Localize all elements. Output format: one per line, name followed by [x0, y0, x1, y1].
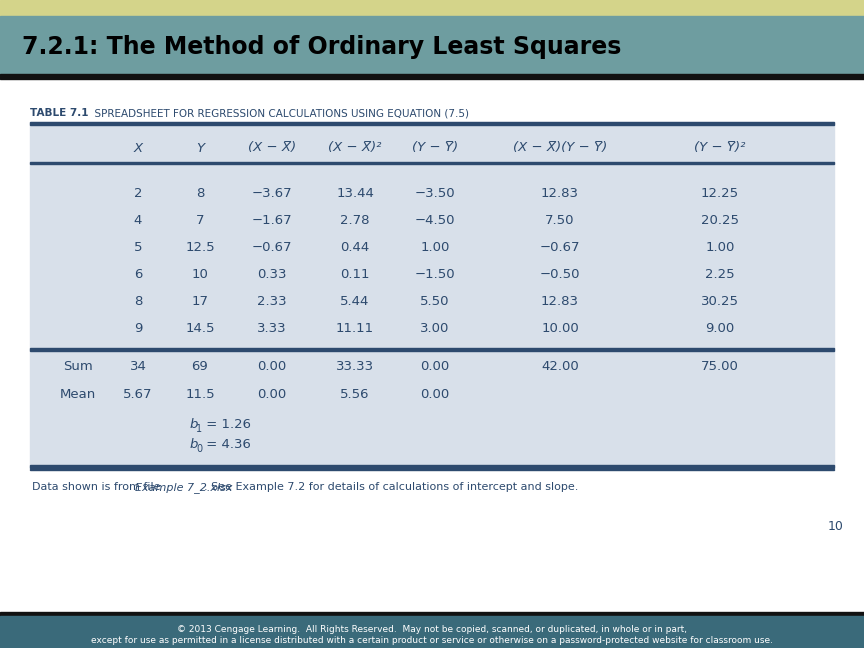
Text: 2.25: 2.25 — [705, 268, 734, 281]
Text: 1: 1 — [196, 424, 202, 434]
Text: 0.44: 0.44 — [340, 241, 370, 254]
Bar — [30, 122, 834, 468]
Bar — [30, 469, 834, 470]
Text: Sum: Sum — [63, 360, 92, 373]
Text: (Y − Y̅)²: (Y − Y̅)² — [695, 141, 746, 154]
Text: = 4.36: = 4.36 — [202, 439, 251, 452]
Text: except for use as permitted in a license distributed with a certain product or s: except for use as permitted in a license… — [91, 636, 773, 645]
Bar — [0, 0, 864, 16]
Text: 2.78: 2.78 — [340, 214, 370, 227]
Text: 3.00: 3.00 — [420, 322, 449, 335]
Text: . See Example 7.2 for details of calculations of intercept and slope.: . See Example 7.2 for details of calcula… — [204, 482, 578, 492]
Text: 9: 9 — [134, 322, 143, 335]
Text: 1.00: 1.00 — [420, 241, 449, 254]
Text: 0.00: 0.00 — [421, 389, 449, 402]
Text: 6: 6 — [134, 268, 143, 281]
Text: b: b — [190, 419, 199, 432]
Text: 12.83: 12.83 — [541, 187, 579, 200]
Text: 8: 8 — [134, 295, 143, 308]
Text: 4: 4 — [134, 214, 143, 227]
Text: 5.44: 5.44 — [340, 295, 370, 308]
Text: 7.50: 7.50 — [545, 214, 575, 227]
Text: 5.50: 5.50 — [420, 295, 450, 308]
Bar — [0, 16, 864, 74]
Bar — [0, 74, 864, 79]
Text: 2: 2 — [134, 187, 143, 200]
Text: 10: 10 — [192, 268, 208, 281]
Text: Data shown is from file: Data shown is from file — [32, 482, 164, 492]
Text: 17: 17 — [192, 295, 208, 308]
Text: (X − X̅): (X − X̅) — [248, 141, 296, 154]
Text: 10.00: 10.00 — [541, 322, 579, 335]
Text: = 1.26: = 1.26 — [202, 419, 251, 432]
Text: © 2013 Cengage Learning.  All Rights Reserved.  May not be copied, scanned, or d: © 2013 Cengage Learning. All Rights Rese… — [177, 625, 687, 634]
Text: 42.00: 42.00 — [541, 360, 579, 373]
Text: X: X — [133, 141, 143, 154]
Text: −1.67: −1.67 — [251, 214, 292, 227]
Text: b: b — [190, 439, 199, 452]
Text: (Y − Y̅): (Y − Y̅) — [412, 141, 458, 154]
Text: −1.50: −1.50 — [415, 268, 455, 281]
Text: −3.67: −3.67 — [251, 187, 292, 200]
Text: 0.33: 0.33 — [257, 268, 287, 281]
Bar — [0, 612, 864, 616]
Text: 1.00: 1.00 — [705, 241, 734, 254]
Text: 0.00: 0.00 — [421, 360, 449, 373]
Text: (X − X̅)(Y − Y̅): (X − X̅)(Y − Y̅) — [513, 141, 607, 154]
Text: Mean: Mean — [60, 389, 96, 402]
Text: 7.2.1: The Method of Ordinary Least Squares: 7.2.1: The Method of Ordinary Least Squa… — [22, 36, 621, 60]
Text: −4.50: −4.50 — [415, 214, 455, 227]
Bar — [30, 162, 834, 163]
Text: Y: Y — [196, 141, 204, 154]
Text: 9.00: 9.00 — [705, 322, 734, 335]
Text: 20.25: 20.25 — [701, 214, 739, 227]
Text: 5.67: 5.67 — [124, 389, 153, 402]
Text: 2.33: 2.33 — [257, 295, 287, 308]
Text: 75.00: 75.00 — [701, 360, 739, 373]
Text: SPREADSHEET FOR REGRESSION CALCULATIONS USING EQUATION (7.5): SPREADSHEET FOR REGRESSION CALCULATIONS … — [88, 108, 469, 118]
Text: 34: 34 — [130, 360, 146, 373]
Text: 33.33: 33.33 — [336, 360, 374, 373]
Text: TABLE 7.1: TABLE 7.1 — [30, 108, 88, 118]
Text: 3.33: 3.33 — [257, 322, 287, 335]
Bar — [30, 465, 834, 467]
Text: −0.50: −0.50 — [540, 268, 581, 281]
Text: 12.25: 12.25 — [701, 187, 739, 200]
Text: 12.5: 12.5 — [185, 241, 215, 254]
Text: −0.67: −0.67 — [540, 241, 581, 254]
Text: 0.11: 0.11 — [340, 268, 370, 281]
Bar — [30, 348, 834, 351]
Text: 5.56: 5.56 — [340, 389, 370, 402]
Text: 0.00: 0.00 — [257, 360, 287, 373]
Text: 11.11: 11.11 — [336, 322, 374, 335]
Text: 69: 69 — [192, 360, 208, 373]
Text: 13.44: 13.44 — [336, 187, 374, 200]
Text: 0.00: 0.00 — [257, 389, 287, 402]
Bar — [0, 616, 864, 648]
Text: 7: 7 — [196, 214, 204, 227]
Text: 12.83: 12.83 — [541, 295, 579, 308]
Text: 5: 5 — [134, 241, 143, 254]
Text: 30.25: 30.25 — [701, 295, 739, 308]
Text: −0.67: −0.67 — [251, 241, 292, 254]
Bar — [30, 122, 834, 124]
Text: −3.50: −3.50 — [415, 187, 455, 200]
Text: 8: 8 — [196, 187, 204, 200]
Text: 0: 0 — [196, 444, 202, 454]
Text: Example 7_2.xlsx: Example 7_2.xlsx — [135, 482, 232, 493]
Text: 10: 10 — [828, 520, 844, 533]
Text: (X − X̅)²: (X − X̅)² — [328, 141, 382, 154]
Text: 14.5: 14.5 — [185, 322, 215, 335]
Text: 11.5: 11.5 — [185, 389, 215, 402]
